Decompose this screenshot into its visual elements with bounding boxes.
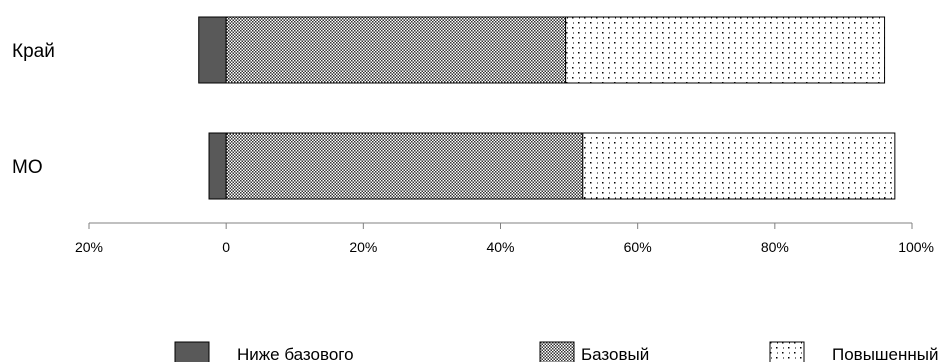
legend-label: Ниже базового: [237, 345, 354, 362]
legend-label: Базовый: [581, 345, 649, 362]
x-tick-label: 100%: [898, 239, 934, 255]
bars-group: [198, 16, 896, 200]
legend: Ниже базового Базовый Повышенный: [174, 341, 939, 362]
category-label: МО: [12, 157, 43, 178]
legend-swatch: [174, 341, 210, 362]
legend-swatch: [539, 341, 575, 362]
category-label: Край: [12, 41, 55, 62]
legend-swatch: [769, 341, 805, 362]
bar-segment: [582, 132, 896, 200]
x-tick-label: 80%: [761, 239, 789, 255]
x-tick-label: 0: [222, 239, 230, 255]
x-tick-label: 40%: [486, 239, 514, 255]
bar-segment: [225, 132, 584, 200]
x-tick-label: 20%: [75, 239, 103, 255]
bar-segment: [198, 16, 227, 84]
legend-label: Повышенный: [832, 345, 939, 362]
x-tick-label: 20%: [349, 239, 377, 255]
x-tick-label: 60%: [624, 239, 652, 255]
x-axis: 20% 0 20% 40% 60% 80% 100%: [75, 222, 934, 255]
bar-segment: [208, 132, 227, 200]
bar-segment: [565, 16, 886, 84]
bar-segment: [225, 16, 567, 84]
category-labels: Край МО: [12, 41, 55, 178]
